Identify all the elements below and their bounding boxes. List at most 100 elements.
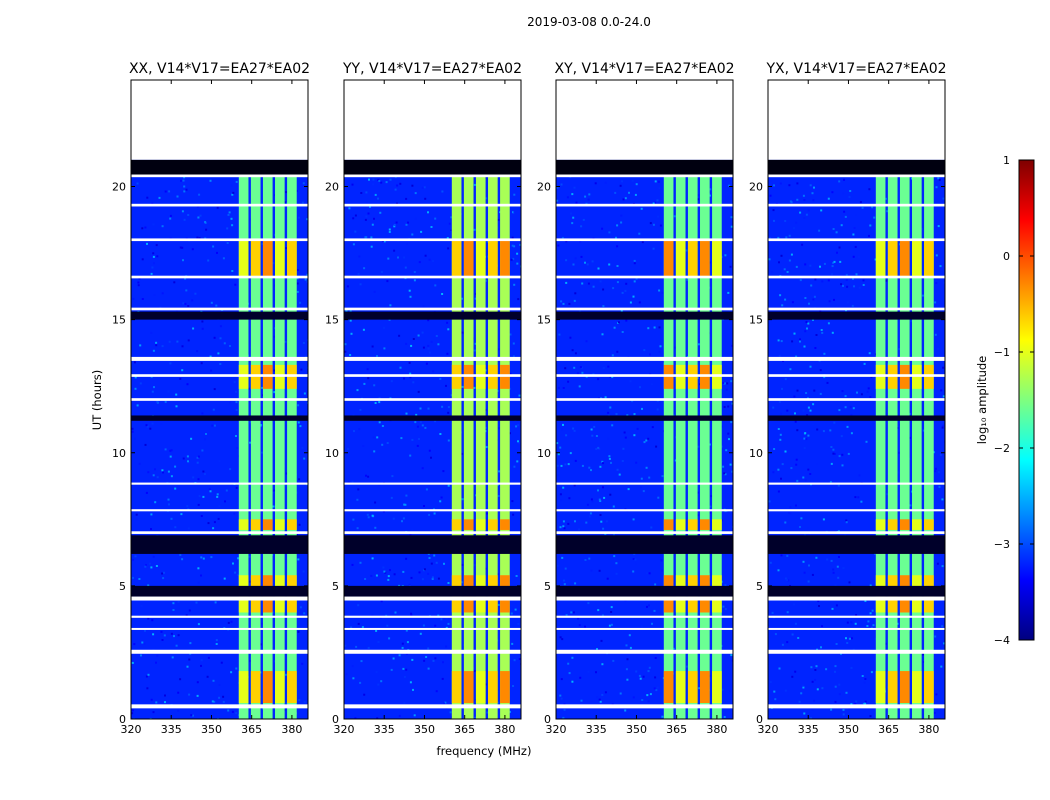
heatmap-cell (560, 183, 563, 186)
heatmap-cell (380, 271, 383, 273)
heatmap-cell (375, 629, 378, 632)
heatmap-cell (509, 710, 511, 713)
heatmap-cell (218, 696, 221, 699)
heatmap-cell (722, 382, 725, 384)
heatmap-cell (585, 521, 588, 524)
heatmap-cell (840, 224, 843, 227)
flag-band (131, 649, 308, 654)
heatmap-cell (409, 533, 412, 536)
heatmap-cell (789, 368, 792, 371)
heatmap-cell (565, 259, 568, 262)
heatmap-cell (590, 498, 593, 501)
heatmap-cell (625, 668, 628, 671)
heatmap-cell (802, 194, 805, 197)
heatmap-cell (403, 702, 406, 704)
heatmap-cell (590, 469, 592, 472)
heatmap-cell (601, 460, 604, 463)
heatmap-cell (786, 409, 789, 412)
heatmap-cell (561, 556, 564, 559)
heatmap-cell (473, 228, 476, 231)
heatmap-cell (573, 299, 576, 302)
heatmap-cell (557, 386, 560, 389)
heatmap-cell (297, 404, 300, 407)
heatmap-cell (807, 468, 810, 471)
heatmap-cell (367, 646, 370, 649)
heatmap-cell (635, 183, 638, 186)
heatmap-cell (631, 179, 634, 182)
heatmap-cell (497, 348, 500, 351)
heatmap-cell (921, 677, 924, 680)
heatmap-cell (600, 520, 603, 523)
heatmap-cell (427, 319, 430, 322)
heatmap-cell (513, 465, 516, 468)
heatmap-cell (474, 342, 477, 345)
heatmap-cell (518, 658, 521, 660)
heatmap-cell (355, 645, 358, 648)
heatmap-cell (302, 342, 305, 344)
heatmap-cell (777, 339, 780, 342)
heatmap-cell (197, 503, 200, 506)
band-segment (275, 519, 285, 530)
band-column (687, 170, 698, 719)
heatmap-cell (646, 605, 648, 608)
heatmap-cell (616, 265, 619, 267)
heatmap-cell (373, 217, 375, 220)
heatmap-cell (420, 230, 423, 233)
band-segment (912, 671, 922, 704)
heatmap-cell (845, 691, 848, 694)
heatmap-cell (579, 366, 582, 369)
heatmap-cell (249, 218, 252, 221)
flag-band (556, 509, 733, 512)
heatmap-cell (819, 369, 822, 372)
heatmap-cell (510, 612, 513, 615)
panel-title: YY, V14*V17=EA27*EA02 (342, 61, 522, 77)
band-segment (875, 239, 886, 278)
heatmap-cell (602, 305, 605, 308)
heatmap-cell (942, 395, 945, 398)
heatmap-cell (558, 556, 561, 558)
heatmap-cell (650, 383, 653, 386)
heatmap-cell (780, 477, 782, 480)
heatmap-cell (192, 476, 195, 479)
heatmap-cell (435, 335, 438, 337)
heatmap-cell (192, 714, 194, 717)
heatmap-cell (422, 624, 425, 627)
heatmap-cell (285, 247, 288, 250)
heatmap-cell (842, 192, 845, 195)
heatmap-cell (607, 365, 610, 368)
heatmap-cell (922, 241, 925, 244)
x-tick-label: 350 (414, 723, 435, 736)
heatmap-cell (831, 607, 834, 610)
heatmap-cell (588, 557, 591, 560)
heatmap-cell (442, 470, 445, 473)
heatmap-cell (153, 386, 155, 389)
heatmap-cell (209, 355, 212, 358)
heatmap-cell (162, 571, 165, 574)
heatmap-cell (861, 675, 864, 677)
heatmap-cell (299, 425, 302, 428)
heatmap-cell (187, 339, 190, 342)
heatmap-cell (562, 716, 565, 719)
flag-band (556, 238, 733, 242)
heatmap-cell (189, 652, 192, 655)
heatmap-cell (788, 234, 791, 237)
band-segment (275, 671, 285, 704)
heatmap-cell (485, 279, 488, 282)
heatmap-cell (133, 717, 135, 719)
heatmap-cell (298, 699, 301, 702)
heatmap-cell (183, 176, 186, 179)
heatmap-cell (635, 277, 638, 280)
heatmap-cell (723, 406, 726, 408)
heatmap-cell (602, 527, 605, 530)
heatmap-cell (212, 245, 215, 248)
heatmap-cell (422, 305, 425, 308)
heatmap-cell (201, 412, 204, 415)
heatmap-cell (412, 381, 415, 384)
heatmap-cell (513, 245, 516, 248)
heatmap-cell (391, 475, 394, 478)
heatmap-cell (299, 606, 302, 609)
dark-gap (556, 585, 733, 597)
heatmap-cell (390, 496, 393, 499)
heatmap-cell (497, 689, 499, 691)
heatmap-cell (372, 178, 375, 181)
